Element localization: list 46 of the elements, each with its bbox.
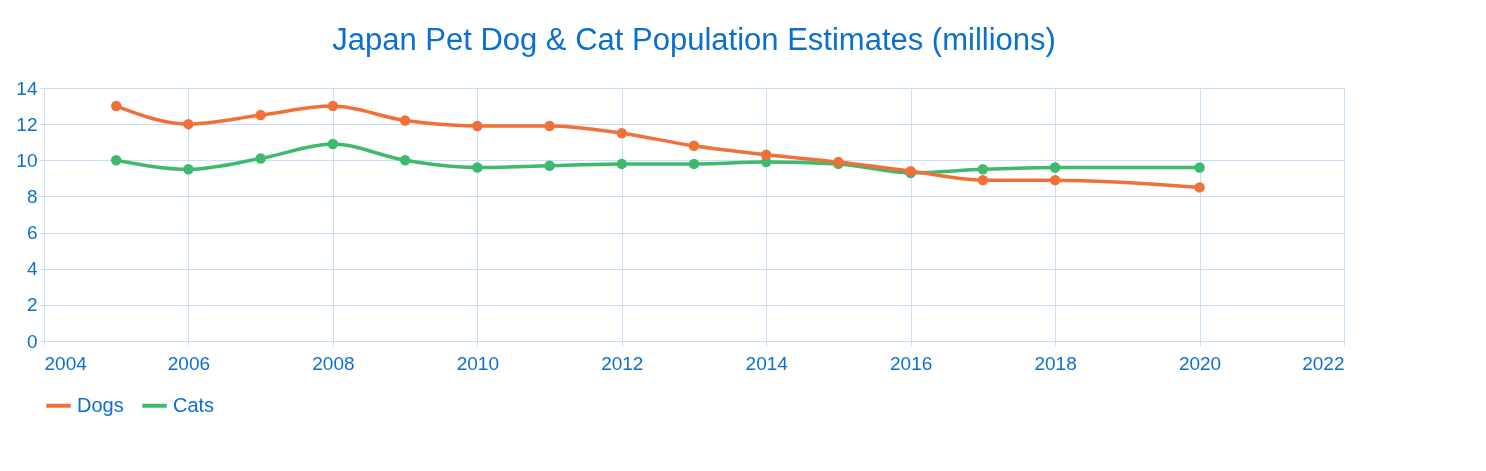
x-tick-label: 2010 [456, 352, 499, 374]
point [616, 127, 628, 139]
point [110, 155, 122, 166]
legend-label: Dogs [77, 393, 124, 416]
y-tick-label: 10 [16, 149, 38, 171]
x-tick-label: 2004 [44, 352, 88, 374]
point [1049, 174, 1061, 186]
point [760, 149, 772, 161]
point [110, 100, 122, 112]
y-tick-label: 2 [26, 294, 38, 316]
y-tick-label: 6 [26, 222, 38, 244]
y-tick-label: 4 [26, 258, 38, 280]
point [399, 155, 411, 166]
point [327, 138, 339, 150]
x-tick-label: 2008 [312, 352, 355, 374]
x-tick-label: 2016 [890, 352, 933, 374]
x-tick-label: 2020 [1178, 352, 1222, 374]
y-tick-label: 0 [26, 330, 38, 352]
point [688, 158, 700, 170]
y-tick-label: 12 [16, 113, 38, 135]
point [977, 174, 989, 186]
point [255, 153, 266, 164]
x-tick-label: 2022 [1302, 352, 1345, 374]
point [544, 120, 555, 132]
point [544, 160, 555, 171]
point [327, 100, 339, 112]
point [472, 162, 483, 173]
point [183, 118, 194, 130]
point [399, 115, 411, 126]
point [1194, 182, 1205, 193]
chart-title: Japan Pet Dog & Cat Population Estimates (millions) [332, 22, 1056, 57]
x-tick-label: 2018 [1034, 352, 1077, 374]
y-tick-label: 14 [16, 77, 38, 99]
x-tick-label: 2012 [601, 352, 644, 374]
point [977, 164, 989, 175]
point [183, 164, 194, 175]
y-tick-label: 8 [26, 185, 38, 207]
point [1194, 162, 1205, 173]
x-tick-label: 2014 [745, 352, 789, 374]
legend-label: Cats [173, 393, 215, 416]
point [688, 140, 700, 152]
x-tick-label: 2006 [167, 352, 211, 374]
point [616, 158, 628, 170]
point [1049, 162, 1061, 173]
point [472, 120, 483, 132]
point [255, 109, 266, 121]
